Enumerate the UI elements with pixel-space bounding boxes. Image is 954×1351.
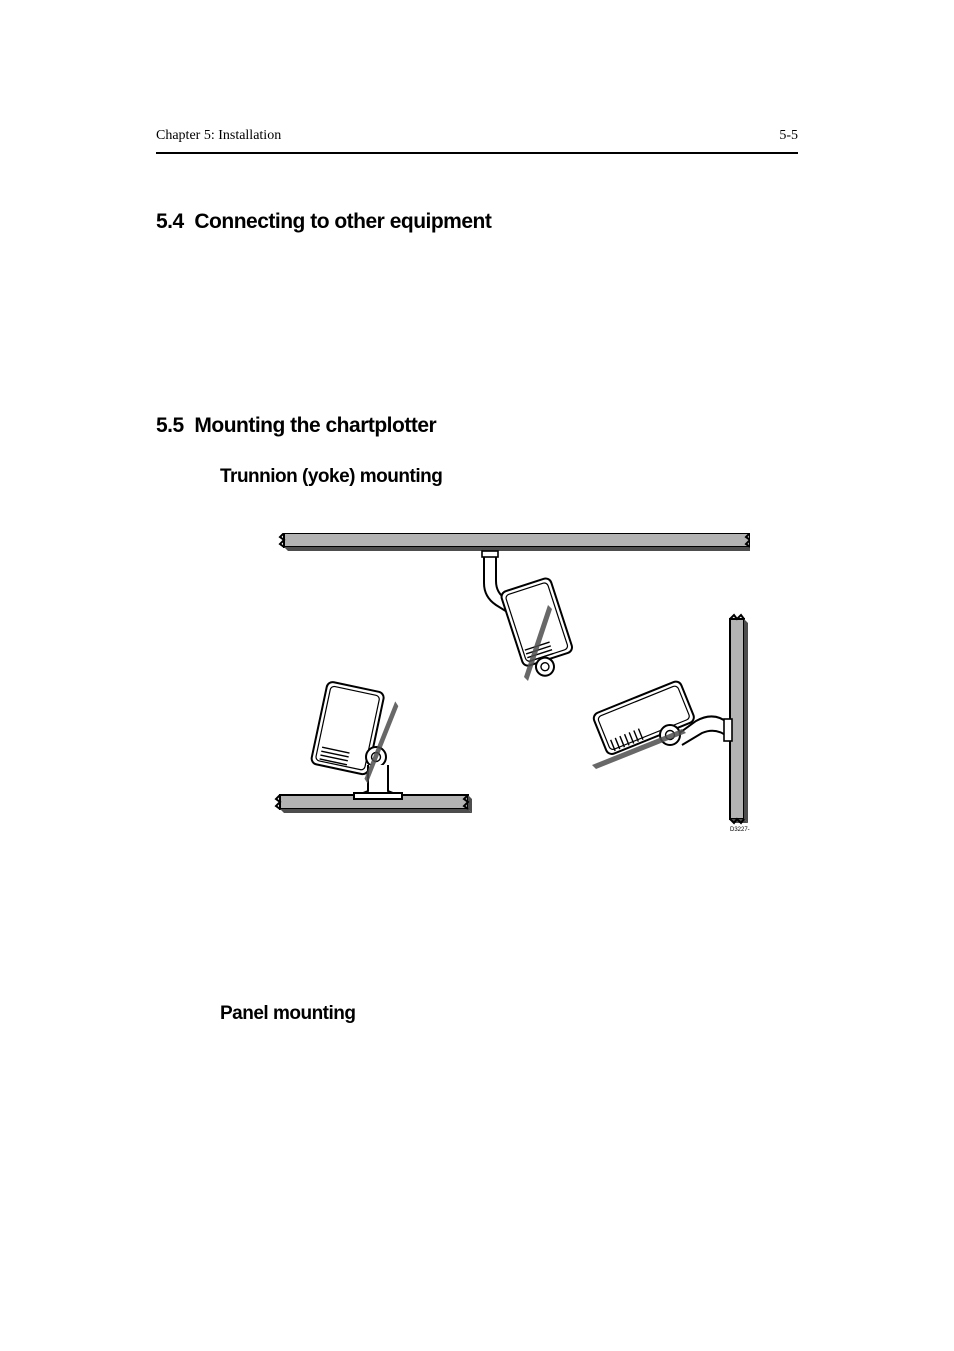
chapter-label: Chapter 5: Installation xyxy=(156,128,281,144)
wall-unit xyxy=(592,680,732,769)
section-title: Mounting the chartplotter xyxy=(194,414,436,437)
section-5-4-heading: 5.4 Connecting to other equipment xyxy=(156,210,798,234)
section-5-5-heading: 5.5 Mounting the chartplotter xyxy=(156,414,798,438)
section-number: 5.5 xyxy=(156,414,184,437)
page-number: 5-5 xyxy=(779,128,798,144)
table-unit xyxy=(311,681,402,799)
subsection-trunnion-heading: Trunnion (yoke) mounting xyxy=(220,466,798,488)
figure-label: D3227-1 xyxy=(730,827,750,833)
mounting-diagram: D3227-1 xyxy=(220,533,798,838)
ceiling-bar xyxy=(280,533,750,551)
section-title: Connecting to other equipment xyxy=(194,210,491,233)
page-header: Chapter 5: Installation 5-5 xyxy=(156,128,798,154)
trunnion-mount-illustration: D3227-1 xyxy=(220,533,750,833)
page: Chapter 5: Installation 5-5 5.4 Connecti… xyxy=(0,0,954,1351)
ceiling-unit xyxy=(482,551,578,681)
subsection-panel-heading: Panel mounting xyxy=(220,1003,798,1025)
section-number: 5.4 xyxy=(156,210,184,233)
